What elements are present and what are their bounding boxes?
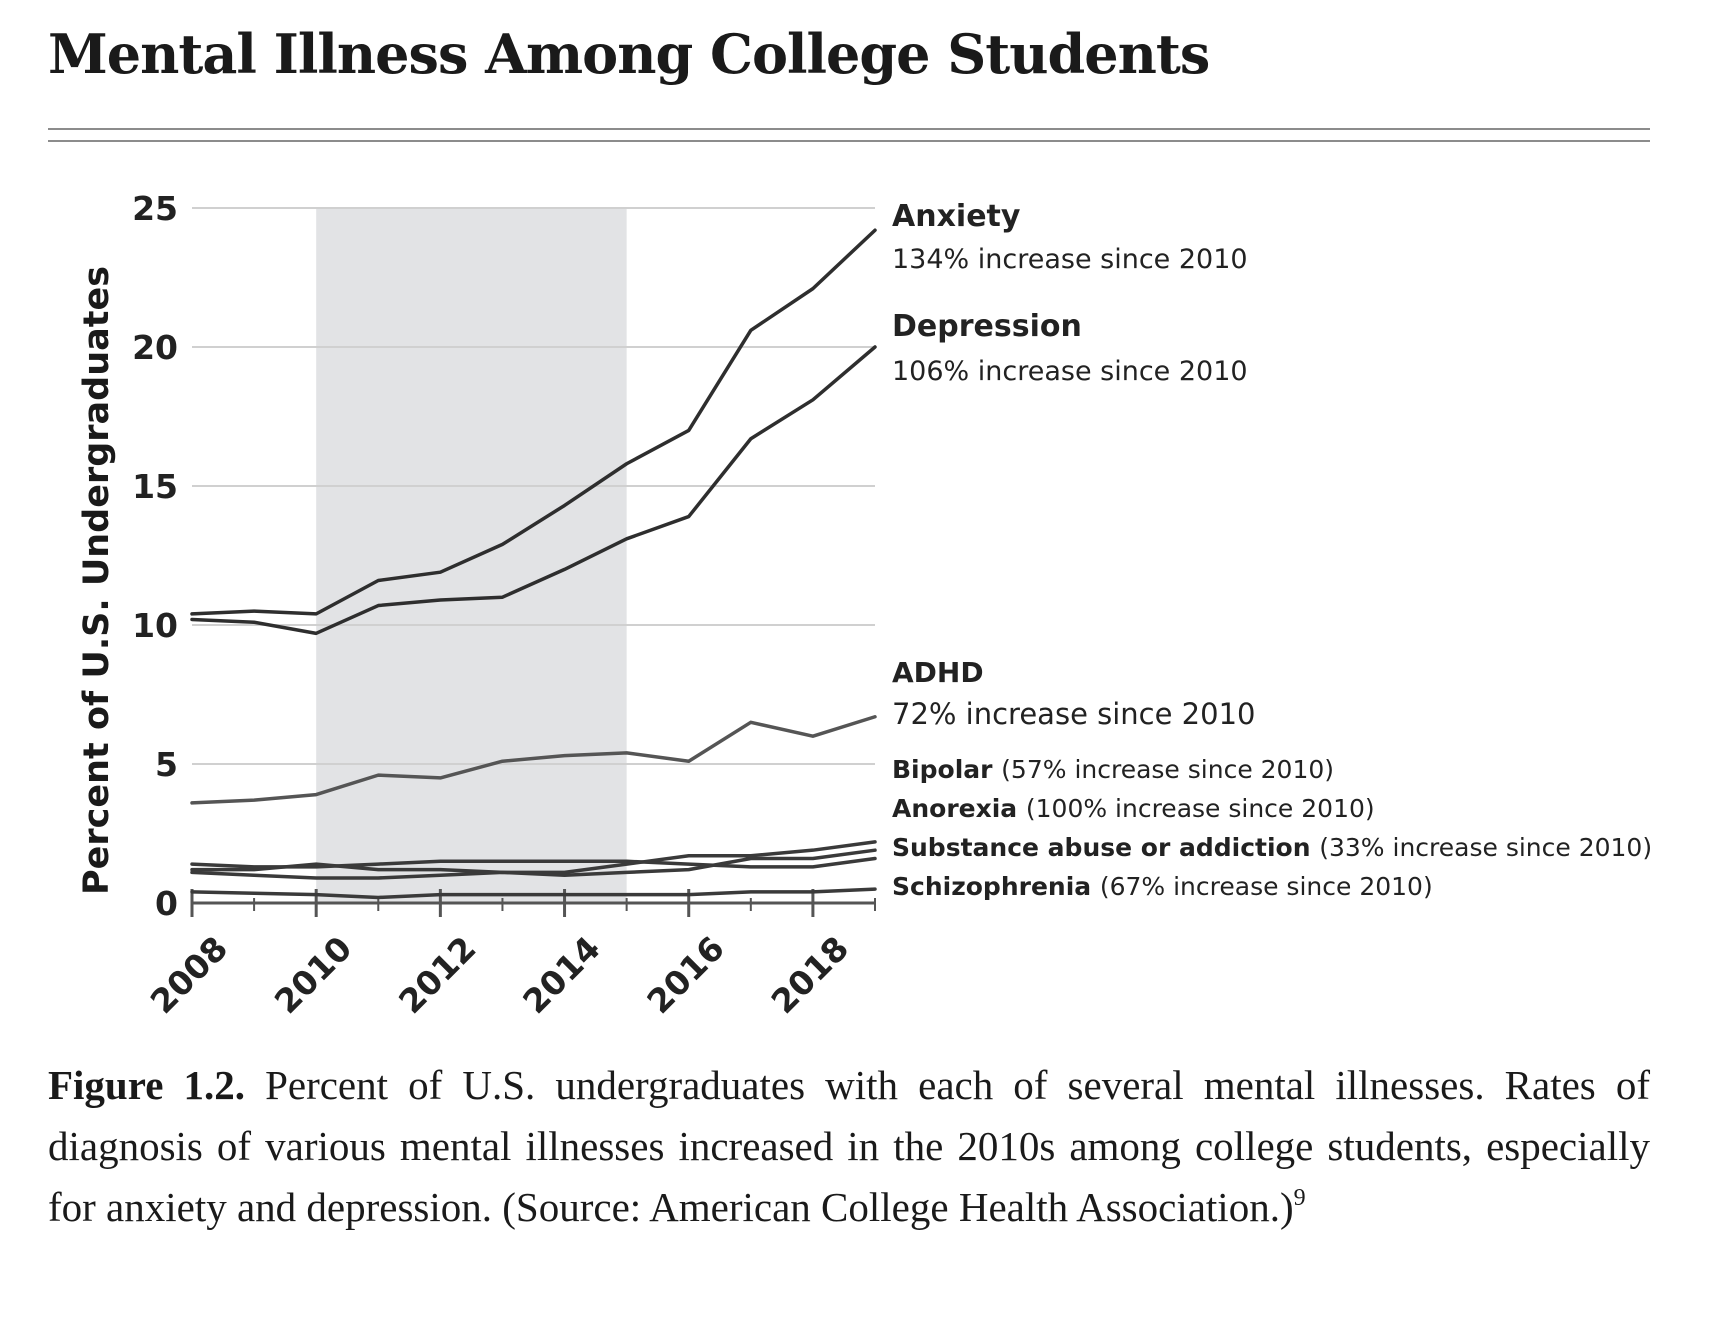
series-line-depression: [190, 345, 877, 636]
series-name-anxiety: Anxiety: [892, 199, 1021, 234]
series-note-schizophrenia: (67% increase since 2010): [1100, 872, 1433, 901]
series-name-anorexia: Anorexia: [892, 794, 1026, 823]
series-label-bipolar: Bipolar (57% increase since 2010): [892, 755, 1334, 784]
series-line-schizophrenia: [190, 887, 877, 900]
series-lines: [190, 228, 877, 900]
y-tick-label: 0: [155, 884, 178, 923]
series-labels: Anxiety 134% increase since 2010 Depressio…: [892, 199, 1652, 901]
title-rule-top: [48, 128, 1650, 130]
y-tick-label: 15: [132, 467, 178, 506]
grid: [192, 207, 875, 765]
series-name-bipolar: Bipolar: [892, 755, 1001, 784]
x-tick-label: 2010: [267, 929, 360, 1022]
y-tick-label: 5: [155, 745, 178, 784]
series-name-schizophrenia: Schizophrenia: [892, 872, 1100, 901]
series-label-substance-abuse-or-addiction: Substance abuse or addiction (33% increa…: [892, 833, 1652, 862]
series-note-anorexia: (100% increase since 2010): [1026, 794, 1375, 823]
series-line-anxiety: [190, 228, 877, 616]
x-tick-label: 2012: [391, 929, 484, 1022]
series-line-adhd: [190, 714, 877, 805]
y-tick-label: 10: [132, 606, 178, 645]
page-title: Mental Illness Among College Students: [48, 22, 1210, 86]
series-line-anorexia: [190, 848, 877, 880]
series-note-substance-abuse-or-addiction: (33% increase since 2010): [1319, 833, 1652, 862]
x-tick-label: 2008: [143, 929, 236, 1022]
caption-text: Percent of U.S. undergraduates with each…: [48, 1062, 1650, 1230]
y-tick-label: 20: [132, 328, 178, 367]
series-name-substance-abuse-or-addiction: Substance abuse or addiction: [892, 833, 1319, 862]
shaded-period: [316, 208, 627, 903]
series-label-schizophrenia: Schizophrenia (67% increase since 2010): [892, 872, 1433, 901]
x-tick-label: 2018: [764, 929, 857, 1022]
y-axis-title: Percent of U.S. Undergraduates: [77, 266, 117, 895]
series-name-depression: Depression: [892, 309, 1082, 344]
x-tick-label: 2014: [515, 929, 608, 1022]
series-name-adhd: ADHD: [892, 656, 984, 689]
y-tick-label: 25: [132, 189, 178, 228]
series-line-substance-abuse-or-addiction: [190, 856, 877, 869]
shaded-region: [316, 208, 627, 903]
line-chart: 0 5 10 15 20 25 2008 2010 2012 2014 2016 2018 Percen…: [77, 189, 1652, 1022]
series-note-depression: 106% increase since 2010: [892, 356, 1248, 387]
x-tick-label: 2016: [639, 929, 732, 1022]
series-label-anorexia: Anorexia (100% increase since 2010): [892, 794, 1375, 823]
figure-caption: Figure 1.2. Percent of U.S. undergraduat…: [48, 1055, 1650, 1238]
series-note-anxiety: 134% increase since 2010: [892, 244, 1248, 275]
series-note-adhd: 72% increase since 2010: [892, 697, 1255, 731]
series-note-bipolar: (57% increase since 2010): [1001, 755, 1334, 784]
figure-label: Figure 1.2.: [48, 1062, 245, 1108]
title-rule-bottom: [48, 140, 1650, 142]
footnote-marker: 9: [1293, 1185, 1306, 1211]
